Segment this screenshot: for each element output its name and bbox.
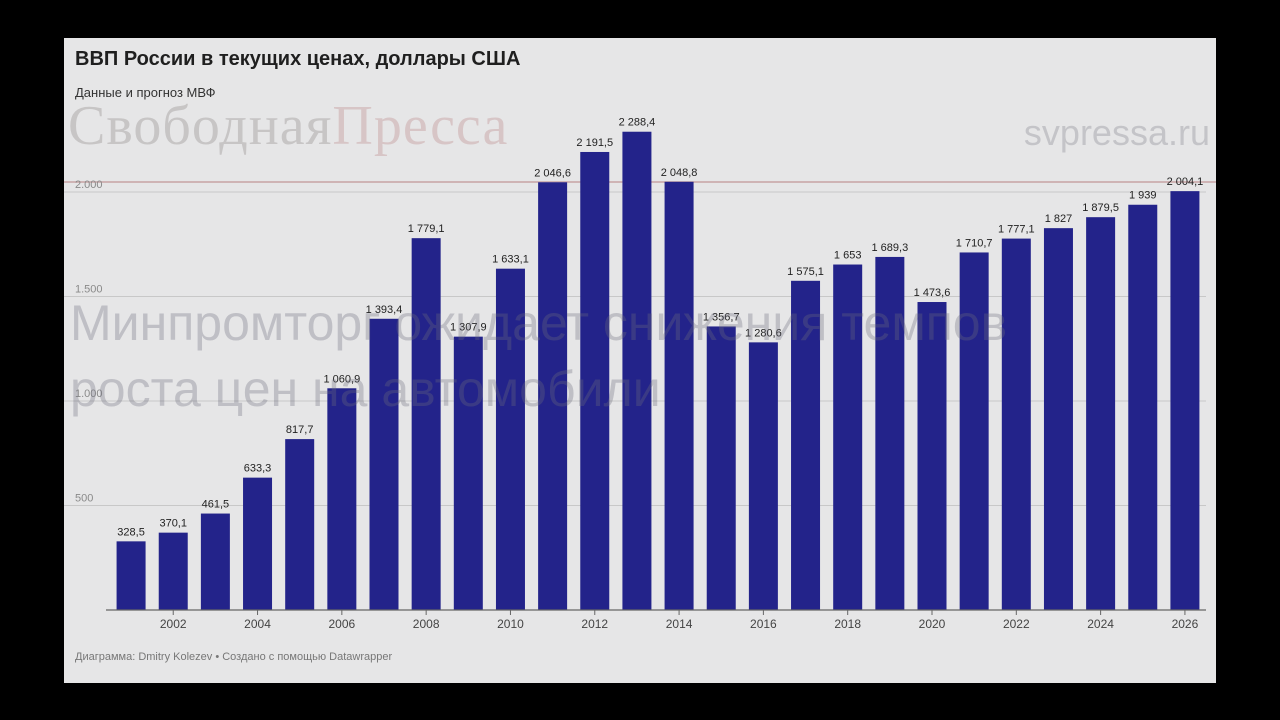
value-label-2004: 633,3 [244,463,272,475]
value-label-2013: 2 288,4 [619,117,656,129]
value-label-2016: 1 280,6 [745,327,782,339]
bar-2014 [664,181,694,611]
x-tick-label-2002: 2002 [160,617,187,631]
chart-panel: СвободнаяПресса svpressa.ru ВВП России в… [64,38,1216,683]
bar-chart: 500 1.000 1.500 2.000 328,5 370,1 461,5 633,3 8… [64,117,1206,631]
value-label-2026: 2 004,1 [1167,176,1204,188]
x-tick-label-2022: 2022 [1003,617,1030,631]
value-label-2023: 1 827 [1045,213,1073,225]
value-label-2007: 1 393,4 [366,304,403,316]
bar-2005 [285,439,315,610]
bar-2016 [748,342,778,610]
watermark-site: svpressa.ru [1023,112,1210,153]
y-tick-label: 1.000 [75,388,103,400]
value-label-2021: 1 710,7 [956,237,993,249]
bar-2019 [875,256,905,610]
bar-2003 [200,513,230,610]
watermark-logo: СвободнаяПресса [68,95,509,157]
value-label-2005: 817,7 [286,424,314,436]
bar-2009 [453,336,483,610]
bar-2002 [158,532,188,610]
value-label-2011: 2 046,6 [534,167,571,179]
y-tick-label: 500 [75,493,93,505]
bar-2026 [1170,191,1200,610]
value-label-2002: 370,1 [159,518,187,530]
x-axis: 2002 2004 2006 2008 2010 2012 2014 2016 2018 2020… [106,609,1206,631]
value-label-2006: 1 060,9 [323,373,360,385]
x-tick-label-2026: 2026 [1172,617,1199,631]
value-label-2008: 1 779,1 [408,223,445,235]
bar-2007 [369,318,399,610]
bar-2006 [327,388,357,610]
value-label-2025: 1 939 [1129,190,1157,202]
value-label-2020: 1 473,6 [914,287,951,299]
value-label-2009: 1 307,9 [450,322,487,334]
bar-2008 [411,238,441,611]
value-label-2003: 461,5 [202,499,230,511]
x-tick-label-2006: 2006 [328,617,355,631]
bar-2001 [116,541,146,610]
x-tick-label-2024: 2024 [1087,617,1114,631]
bar-2022 [1001,238,1031,610]
bar-2015 [706,326,736,610]
bars [116,131,1200,611]
x-tick-label-2020: 2020 [919,617,946,631]
chart-title: ВВП России в текущих ценах, доллары США [75,48,521,70]
bar-2011 [538,182,568,610]
y-tick-label: 1.500 [75,284,103,296]
x-tick-label-2004: 2004 [244,617,271,631]
chart-credits: Диаграмма: Dmitry Kolezev • Создано с по… [75,651,393,663]
x-tick-label-2012: 2012 [581,617,608,631]
value-label-2001: 328,5 [117,526,145,538]
bar-2010 [495,268,525,610]
value-label-2012: 2 191,5 [576,137,613,149]
value-label-2018: 1 653 [834,250,862,262]
bar-2024 [1086,217,1116,610]
bar-2021 [959,252,989,611]
value-label-2017: 1 575,1 [787,266,824,278]
bar-2018 [833,264,863,610]
value-label-2014: 2 048,8 [661,167,698,179]
value-labels: 328,5 370,1 461,5 633,3 817,7 1 060,9 1 393,4 1… [117,117,1203,539]
x-tick-label-2014: 2014 [666,617,693,631]
x-tick-label-2010: 2010 [497,617,524,631]
y-tick-label: 2.000 [75,179,103,191]
x-tick-label-2008: 2008 [413,617,440,631]
value-label-2022: 1 777,1 [998,224,1035,236]
x-tick-label-2016: 2016 [750,617,777,631]
watermark-headline: Минпромторг ожидает снижения темпов рост… [70,295,1008,417]
bar-2017 [791,280,821,610]
value-label-2019: 1 689,3 [871,242,908,254]
value-label-2010: 1 633,1 [492,254,529,266]
value-label-2015: 1 356,7 [703,311,740,323]
x-tick-label-2018: 2018 [834,617,861,631]
bar-2004 [243,477,273,610]
chart-subtitle: Данные и прогноз МВФ [75,85,216,100]
bar-2025 [1128,204,1158,610]
bar-2023 [1043,228,1073,611]
bar-2013 [622,131,652,610]
bar-2012 [580,151,610,610]
bar-2020 [917,302,947,610]
value-label-2024: 1 879,5 [1082,202,1119,214]
